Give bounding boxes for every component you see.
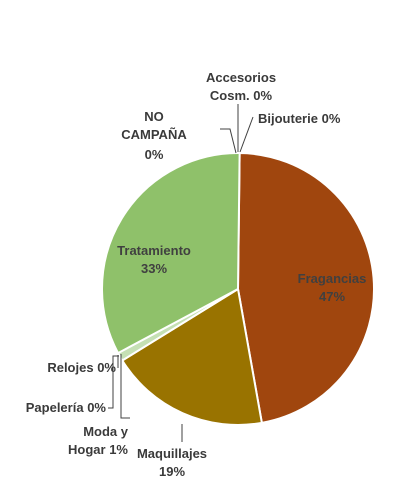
label-moda-hogar-line2: Hogar 1% bbox=[68, 442, 128, 457]
label-no-campana-line2: CAMPAÑA bbox=[121, 127, 187, 142]
label-accesorios-line1: Accesorios bbox=[206, 70, 276, 85]
label-bijouterie: Bijouterie 0% bbox=[258, 111, 341, 126]
label-no-campana-line1: NO bbox=[144, 109, 164, 124]
data-labels: Fragancias 47% Tratamiento 33% Maquillaj… bbox=[26, 70, 367, 479]
label-tratamiento-value: 33% bbox=[141, 261, 167, 276]
label-maquillajes-name: Maquillajes bbox=[137, 446, 207, 461]
label-fragancias-value: 47% bbox=[319, 289, 345, 304]
label-tratamiento-name: Tratamiento bbox=[117, 243, 191, 258]
slice-bijouterie bbox=[237, 153, 241, 290]
leader-no-campana bbox=[220, 128, 237, 154]
slice-maquillajes bbox=[120, 287, 264, 426]
leader-bijouterie bbox=[239, 116, 254, 153]
label-papeleria: Papelería 0% bbox=[26, 400, 107, 415]
label-no-campana-value: 0% bbox=[145, 147, 164, 162]
slice-fragancias bbox=[236, 151, 376, 425]
pie-slices bbox=[101, 151, 376, 426]
label-maquillajes-value: 19% bbox=[159, 464, 185, 479]
leader-papeleria bbox=[108, 355, 119, 409]
leader-moda-hogar bbox=[120, 354, 130, 419]
label-relojes: Relojes 0% bbox=[47, 360, 116, 375]
leader-lines bbox=[108, 104, 254, 442]
label-moda-hogar-line1: Moda y bbox=[83, 424, 129, 439]
slice-tratamiento bbox=[101, 152, 241, 355]
label-fragancias-name: Fragancias bbox=[298, 271, 367, 286]
label-accesorios-line2: Cosm. 0% bbox=[210, 88, 273, 103]
